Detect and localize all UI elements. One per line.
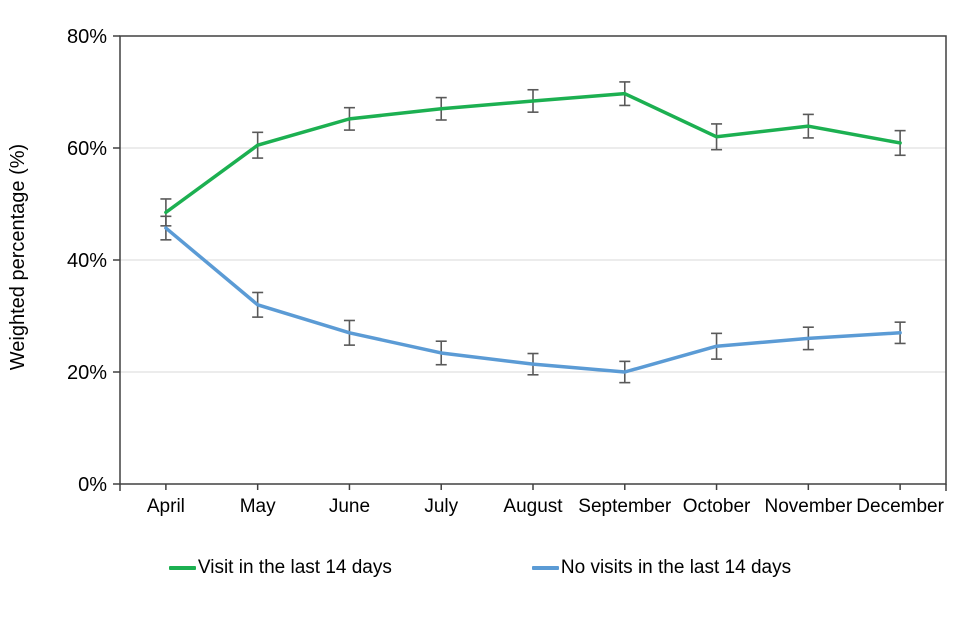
x-tick-label: December xyxy=(856,496,944,517)
x-tick-label: May xyxy=(240,496,276,517)
x-axis: April May June July August September October No… xyxy=(119,484,947,517)
legend-item-visit: Visit in the last 14 days xyxy=(168,557,392,579)
y-axis-title: Weighted percentage (%) xyxy=(7,143,29,371)
y-tick-label: 80% xyxy=(67,26,107,48)
legend-label-visit: Visit in the last 14 days xyxy=(197,557,392,578)
legend-item-no-visit: No visits in the last 14 days xyxy=(531,557,792,579)
x-tick-label: September xyxy=(578,496,672,517)
legend-line-swatch-visit xyxy=(168,566,196,570)
series-line-0 xyxy=(164,91,902,215)
x-tick-label: November xyxy=(765,496,853,517)
x-tick-label: June xyxy=(329,496,370,517)
error-bars-series-0 xyxy=(160,81,906,227)
x-tick-label: October xyxy=(683,496,751,517)
x-tick-label: July xyxy=(424,496,458,517)
x-tick-label: August xyxy=(503,496,563,517)
series-line-1 xyxy=(164,226,902,374)
y-tick-label: 60% xyxy=(67,138,107,160)
y-tick-label: 0% xyxy=(78,474,107,496)
y-axis: 0% 20% 40% 60% 80% xyxy=(67,26,120,496)
y-tick-label: 40% xyxy=(67,250,107,272)
x-tick-label: April xyxy=(147,496,185,517)
chart-canvas: 0% 20% 40% 60% 80% April May June July August Sept… xyxy=(67,26,947,517)
legend-label-no-visit: No visits in the last 14 days xyxy=(560,557,792,578)
legend: Visit in the last 14 days No visits in t… xyxy=(0,557,960,579)
legend-line-swatch-no-visit xyxy=(531,566,559,570)
error-bars-series-1 xyxy=(160,215,906,384)
y-tick-label: 20% xyxy=(67,362,107,384)
